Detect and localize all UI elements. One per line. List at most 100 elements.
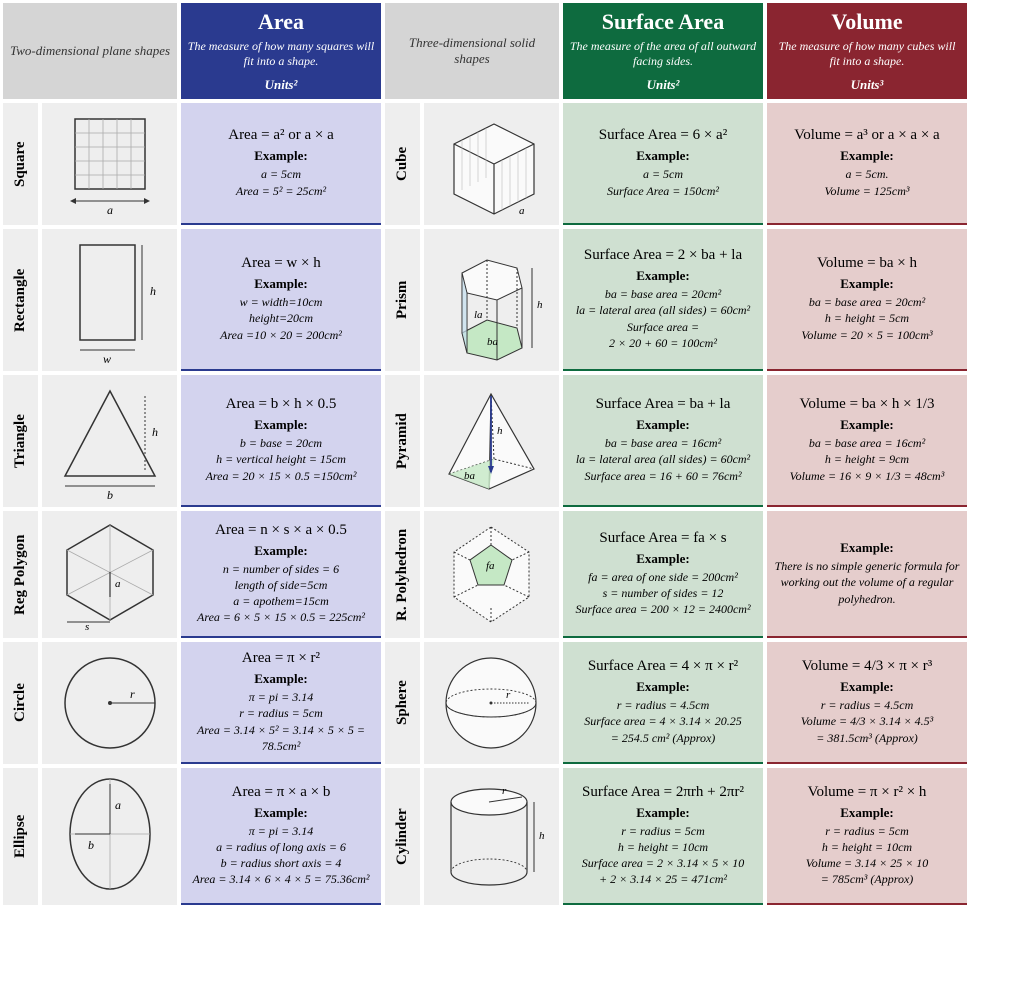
header-3d-shapes: Three-dimensional solid shapes xyxy=(385,3,559,99)
svg-text:b: b xyxy=(88,838,94,852)
sa-title: Surface Area xyxy=(602,9,724,35)
formula-reference-grid: Two-dimensional plane shapes Area The mea… xyxy=(0,0,1024,908)
surface-area-example-line: + 2 × 3.14 × 25 = 471cm² xyxy=(599,871,727,887)
shape-3d-icon: a xyxy=(424,103,559,225)
volume-cell: Example:There is no simple generic formu… xyxy=(767,511,967,638)
shape-2d-icon: h w xyxy=(42,229,177,371)
svg-text:h: h xyxy=(537,299,543,311)
area-cell: Area = π × a × bExample:π = pi = 3.14a =… xyxy=(181,768,381,905)
area-cell: Area = π × r²Example:π = pi = 3.14r = ra… xyxy=(181,642,381,764)
example-label: Example: xyxy=(840,805,893,821)
example-label: Example: xyxy=(840,679,893,695)
surface-area-example-line: r = radius = 5cm xyxy=(621,823,705,839)
svg-text:h: h xyxy=(539,830,545,842)
vol-title: Volume xyxy=(831,9,902,35)
area-example-line: b = radius short axis = 4 xyxy=(221,855,342,871)
shape-2d-icon: a xyxy=(42,103,177,225)
shape-2d-icon: r xyxy=(42,642,177,764)
row-label-2d: Reg Polygon xyxy=(3,511,38,638)
area-example-line: a = apothem=15cm xyxy=(233,593,329,609)
surface-area-formula: Surface Area = 2 × ba + la xyxy=(584,247,742,264)
surface-area-cell: Surface Area = 2 × ba + laExample:ba = b… xyxy=(563,229,763,371)
area-title: Area xyxy=(258,9,304,35)
area-formula: Area = w × h xyxy=(241,255,320,272)
shape-2d-icon: a s xyxy=(42,511,177,638)
volume-example-line: ba = base area = 16cm² xyxy=(809,435,925,451)
volume-example-line: = 785cm³ (Approx) xyxy=(821,871,914,887)
area-units: Units² xyxy=(265,77,298,93)
volume-example-line: r = radius = 4.5cm xyxy=(821,697,914,713)
surface-area-example-line: Surface Area = 150cm² xyxy=(607,183,719,199)
header-2d-shapes: Two-dimensional plane shapes xyxy=(3,3,177,99)
svg-text:a: a xyxy=(115,578,121,590)
surface-area-example-line: la = lateral area (all sides) = 60cm² xyxy=(576,302,750,318)
volume-cell: Volume = ba × hExample:ba = base area = … xyxy=(767,229,967,371)
surface-area-cell: Surface Area = 4 × π × r²Example:r = rad… xyxy=(563,642,763,764)
surface-area-cell: Surface Area = 2πrh + 2πr²Example:r = ra… xyxy=(563,768,763,905)
area-formula: Area = a² or a × a xyxy=(228,127,334,144)
surface-area-example-line: Surface area = 200 × 12 = 2400cm² xyxy=(575,601,750,617)
area-example-line: height=20cm xyxy=(249,310,313,326)
svg-text:a: a xyxy=(107,203,113,217)
surface-area-cell: Surface Area = fa × sExample:fa = area o… xyxy=(563,511,763,638)
area-example-line: length of side=5cm xyxy=(235,577,328,593)
volume-example-line: h = height = 9cm xyxy=(825,451,909,467)
shape-3d-icon: r xyxy=(424,642,559,764)
header-volume: Volume The measure of how many cubes wil… xyxy=(767,3,967,99)
shape-2d-icon: a b xyxy=(42,768,177,905)
surface-area-example-line: la = lateral area (all sides) = 60cm² xyxy=(576,451,750,467)
surface-area-formula: Surface Area = fa × s xyxy=(599,530,726,547)
surface-area-example-line: r = radius = 4.5cm xyxy=(617,697,710,713)
area-example-line: n = number of sides = 6 xyxy=(223,561,339,577)
volume-example-line: Volume = 3.14 × 25 × 10 xyxy=(806,855,929,871)
example-label: Example: xyxy=(840,540,893,556)
volume-example-line: r = radius = 5cm xyxy=(825,823,909,839)
row-label-3d: Sphere xyxy=(385,642,420,764)
surface-area-formula: Surface Area = ba + la xyxy=(596,396,731,413)
svg-text:b: b xyxy=(107,488,113,501)
example-label: Example: xyxy=(840,148,893,164)
area-cell: Area = a² or a × aExample:a = 5cmArea = … xyxy=(181,103,381,225)
surface-area-example-line: ba = base area = 20cm² xyxy=(605,286,721,302)
sa-subtitle: The measure of the area of all outward f… xyxy=(569,39,757,69)
svg-text:a: a xyxy=(519,205,525,217)
row-label-3d: Cylinder xyxy=(385,768,420,905)
svg-text:w: w xyxy=(102,352,110,365)
surface-area-example-line: 2 × 20 + 60 = 100cm² xyxy=(609,335,717,351)
area-formula: Area = π × a × b xyxy=(232,784,331,801)
svg-text:h: h xyxy=(150,284,156,298)
svg-text:r: r xyxy=(130,687,135,701)
example-label: Example: xyxy=(254,543,307,559)
svg-text:ba: ba xyxy=(487,336,499,348)
area-example-line: w = width=10cm xyxy=(240,294,323,310)
shape-2d-icon: h b xyxy=(42,375,177,507)
svg-text:h: h xyxy=(152,425,158,439)
row-label-3d: R. Polyhedron xyxy=(385,511,420,638)
row-label-3d: Pyramid xyxy=(385,375,420,507)
row-label-2d: Triangle xyxy=(3,375,38,507)
row-label-2d: Rectangle xyxy=(3,229,38,371)
surface-area-example-line: Surface area = xyxy=(627,319,699,335)
area-example-line: b = base = 20cm xyxy=(240,435,322,451)
example-label: Example: xyxy=(840,417,893,433)
area-example-line: 78.5cm² xyxy=(262,738,301,754)
row-label-2d: Square xyxy=(3,103,38,225)
volume-example-line: Volume = 125cm³ xyxy=(824,183,909,199)
svg-text:ba: ba xyxy=(464,470,476,482)
vol-subtitle: The measure of how many cubes will fit i… xyxy=(773,39,961,69)
volume-cell: Volume = a³ or a × a × aExample:a = 5cm.… xyxy=(767,103,967,225)
shape-3d-icon: la ba h xyxy=(424,229,559,371)
example-label: Example: xyxy=(254,417,307,433)
volume-example-line: a = 5cm. xyxy=(845,166,888,182)
volume-example-line: Volume = 20 × 5 = 100cm³ xyxy=(801,327,932,343)
area-example-line: a = 5cm xyxy=(261,166,301,182)
volume-example-line: = 381.5cm³ (Approx) xyxy=(816,730,918,746)
area-formula: Area = b × h × 0.5 xyxy=(226,396,337,413)
area-example-line: h = vertical height = 15cm xyxy=(216,451,346,467)
example-label: Example: xyxy=(840,276,893,292)
example-label: Example: xyxy=(636,805,689,821)
area-formula: Area = n × s × a × 0.5 xyxy=(215,522,347,539)
sa-units: Units² xyxy=(647,77,680,93)
area-subtitle: The measure of how many squares will fit… xyxy=(187,39,375,69)
area-example-line: Area = 6 × 5 × 15 × 0.5 = 225cm² xyxy=(197,609,365,625)
